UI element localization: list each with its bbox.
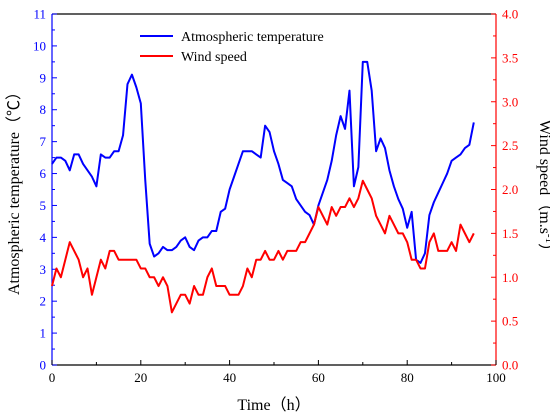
x-tick-label: 20 bbox=[134, 370, 147, 385]
x-tick-label: 40 bbox=[223, 370, 236, 385]
left-tick-label: 11 bbox=[33, 7, 46, 22]
x-tick-label: 0 bbox=[49, 370, 56, 385]
legend-label: Wind speed bbox=[181, 50, 247, 65]
left-y-axis: 0 1 2 3 4 5 6 7 8 9 10 11 bbox=[33, 7, 57, 373]
left-tick-label: 2 bbox=[40, 294, 47, 309]
right-tick-label: 4.0 bbox=[502, 7, 518, 22]
left-tick-label: 0 bbox=[40, 358, 47, 373]
right-tick-label: 1.5 bbox=[502, 226, 518, 241]
right-y-axis: 0.0 0.5 1.0 1.5 2.0 2.5 3.0 3.5 4.0 bbox=[491, 7, 518, 373]
left-tick-label: 1 bbox=[40, 326, 47, 341]
right-tick-label: 0.5 bbox=[502, 314, 518, 329]
legend: Atmospheric temperature Wind speed bbox=[140, 30, 324, 65]
right-axis-title: Wind speed（m.s-1） bbox=[536, 120, 550, 259]
right-tick-label: 1.0 bbox=[502, 270, 518, 285]
plot-frame bbox=[51, 13, 497, 366]
right-tick-label: 0.0 bbox=[502, 358, 518, 373]
left-tick-label: 9 bbox=[40, 70, 47, 85]
legend-label: Atmospheric temperature bbox=[181, 30, 324, 45]
x-axis: 0 20 40 60 80 100 bbox=[49, 360, 506, 385]
series-layer bbox=[51, 60, 475, 314]
left-tick-label: 3 bbox=[40, 262, 47, 277]
right-tick-label: 2.0 bbox=[502, 182, 518, 197]
temperature-series-line bbox=[51, 60, 475, 264]
left-tick-label: 6 bbox=[40, 166, 47, 181]
x-tick-label: 80 bbox=[401, 370, 414, 385]
left-tick-label: 10 bbox=[33, 38, 46, 53]
x-tick-label: 100 bbox=[486, 370, 506, 385]
left-tick-label: 7 bbox=[40, 134, 47, 149]
right-tick-label: 3.5 bbox=[502, 50, 518, 65]
right-tick-label: 2.5 bbox=[502, 138, 518, 153]
wind-speed-series-line bbox=[51, 179, 475, 314]
left-tick-label: 8 bbox=[40, 102, 47, 117]
right-tick-label: 3.0 bbox=[502, 94, 518, 109]
axis-titles: Time（h） Atmospheric temperature（℃） Wind sp… bbox=[5, 84, 550, 414]
left-tick-label: 4 bbox=[40, 230, 47, 245]
left-axis-title: Atmospheric temperature（℃） bbox=[5, 84, 23, 295]
x-axis-title: Time（h） bbox=[237, 396, 310, 414]
x-tick-label: 60 bbox=[312, 370, 325, 385]
left-tick-label: 5 bbox=[40, 198, 47, 213]
